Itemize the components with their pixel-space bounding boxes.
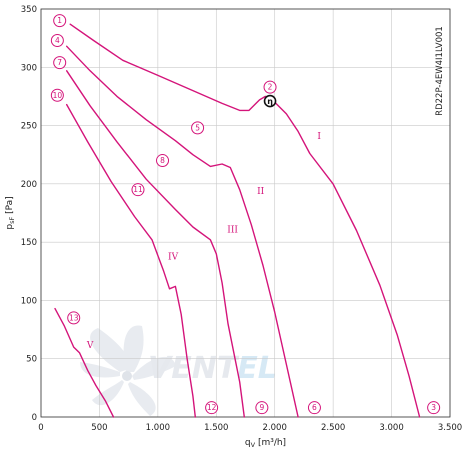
- curve-v: [54, 307, 115, 418]
- fan-blade-watermark-icon: [80, 325, 176, 416]
- point-marker-circle: [67, 311, 81, 325]
- operating-point-label: η: [267, 97, 273, 106]
- x-tick-label: 500: [91, 423, 107, 433]
- plot-frame: [40, 8, 451, 418]
- point-marker-circle: [156, 154, 170, 168]
- point-marker-circle: [53, 56, 67, 70]
- point-marker-11: 11: [131, 183, 145, 197]
- point-marker-3: 3: [427, 401, 441, 415]
- curve-iii: [66, 70, 245, 418]
- y-tick-label: 100: [21, 296, 37, 306]
- y-axis-ticks: 0 50 100 150 200 250 300 350: [21, 5, 37, 423]
- point-marker-label: 2: [268, 83, 273, 92]
- y-tick-label: 300: [21, 63, 37, 73]
- point-marker-label: 4: [55, 36, 60, 45]
- y-axis-label: psF [Pa]: [5, 196, 16, 229]
- point-marker-4: 4: [50, 33, 64, 47]
- curve-label-v: V: [86, 341, 94, 351]
- curve-label-iv: IV: [168, 252, 179, 262]
- point-marker-label: 10: [53, 91, 63, 100]
- point-marker-label: 11: [133, 185, 143, 194]
- operating-point: η: [263, 94, 277, 108]
- y-axis-label-unit: [Pa]: [5, 196, 15, 216]
- point-marker-circle: [131, 183, 145, 197]
- x-axis-label-sub: V: [251, 441, 256, 449]
- y-tick-label: 350: [21, 5, 37, 15]
- curve-label-iii: III: [227, 225, 238, 235]
- point-marker-7: 7: [53, 56, 67, 70]
- point-marker-circle: [50, 88, 64, 102]
- ventel-watermark: VENTEL: [80, 325, 277, 416]
- y-tick-label: 0: [32, 413, 37, 423]
- x-tick-label: 1.000: [146, 423, 170, 433]
- curve-label-i: I: [317, 132, 321, 142]
- point-marker-13: 13: [67, 311, 81, 325]
- point-marker-circle: [191, 121, 205, 135]
- point-marker-9: 9: [255, 401, 269, 415]
- y-tick-label: 250: [21, 122, 37, 132]
- point-marker-label: 5: [195, 123, 200, 132]
- x-tick-label: 2.500: [321, 423, 345, 433]
- point-marker-circle: [307, 401, 321, 415]
- point-marker-label: 3: [431, 403, 436, 412]
- point-marker-12: 12: [205, 401, 219, 415]
- point-marker-circle: [255, 401, 269, 415]
- watermark-text-main: VENT: [148, 351, 240, 386]
- x-tick-label: 0: [38, 423, 43, 433]
- y-tick-label: 150: [21, 238, 37, 248]
- point-marker-label: 13: [69, 313, 79, 322]
- y-axis-label-sub: sF: [8, 217, 16, 224]
- point-marker-5: 5: [191, 121, 205, 135]
- point-marker-label: 9: [259, 403, 264, 412]
- y-tick-label: 50: [26, 355, 37, 365]
- point-marker-label: 1: [57, 16, 62, 25]
- x-tick-label: 2.000: [263, 423, 287, 433]
- y-axis-label-main: p: [5, 224, 15, 230]
- performance-curves: [54, 23, 421, 418]
- x-tick-label: 3.000: [379, 423, 403, 433]
- point-marker-circle: [427, 401, 441, 415]
- point-marker-8: 8: [156, 154, 170, 168]
- point-marker-1: 1: [53, 14, 67, 28]
- x-axis-label: qV [m³/h]: [245, 438, 286, 449]
- point-marker-circle: [50, 33, 64, 47]
- fan-model-code: RD22P-4EW4I1LV001: [435, 26, 445, 116]
- operating-point-circle: [263, 94, 277, 108]
- point-marker-circle: [263, 80, 277, 94]
- curve-ii: [66, 45, 299, 418]
- point-marker-10: 10: [50, 88, 64, 102]
- point-marker-6: 6: [307, 401, 321, 415]
- watermark-text-accent: EL: [237, 351, 277, 386]
- x-tick-label: 1.500: [204, 423, 228, 433]
- watermark-text: VENTEL: [148, 351, 277, 386]
- x-axis-ticks: 0 500 1.000 1.500 2.000 2.500 3.000 3.500: [38, 423, 462, 433]
- point-marker-circle: [53, 14, 67, 28]
- point-marker-2: 2: [263, 80, 277, 94]
- x-axis-label-unit: [m³/h]: [255, 438, 286, 448]
- point-marker-circle: [205, 401, 219, 415]
- x-tick-label: 3.500: [438, 423, 462, 433]
- y-tick-label: 200: [21, 180, 37, 190]
- curve-label-ii: II: [257, 187, 265, 197]
- point-marker-label: 12: [207, 403, 217, 412]
- point-marker-label: 6: [312, 403, 317, 412]
- curve-iv: [66, 103, 196, 418]
- x-axis-label-main: q: [245, 438, 251, 448]
- point-marker-label: 8: [160, 156, 165, 165]
- point-marker-label: 7: [57, 58, 62, 67]
